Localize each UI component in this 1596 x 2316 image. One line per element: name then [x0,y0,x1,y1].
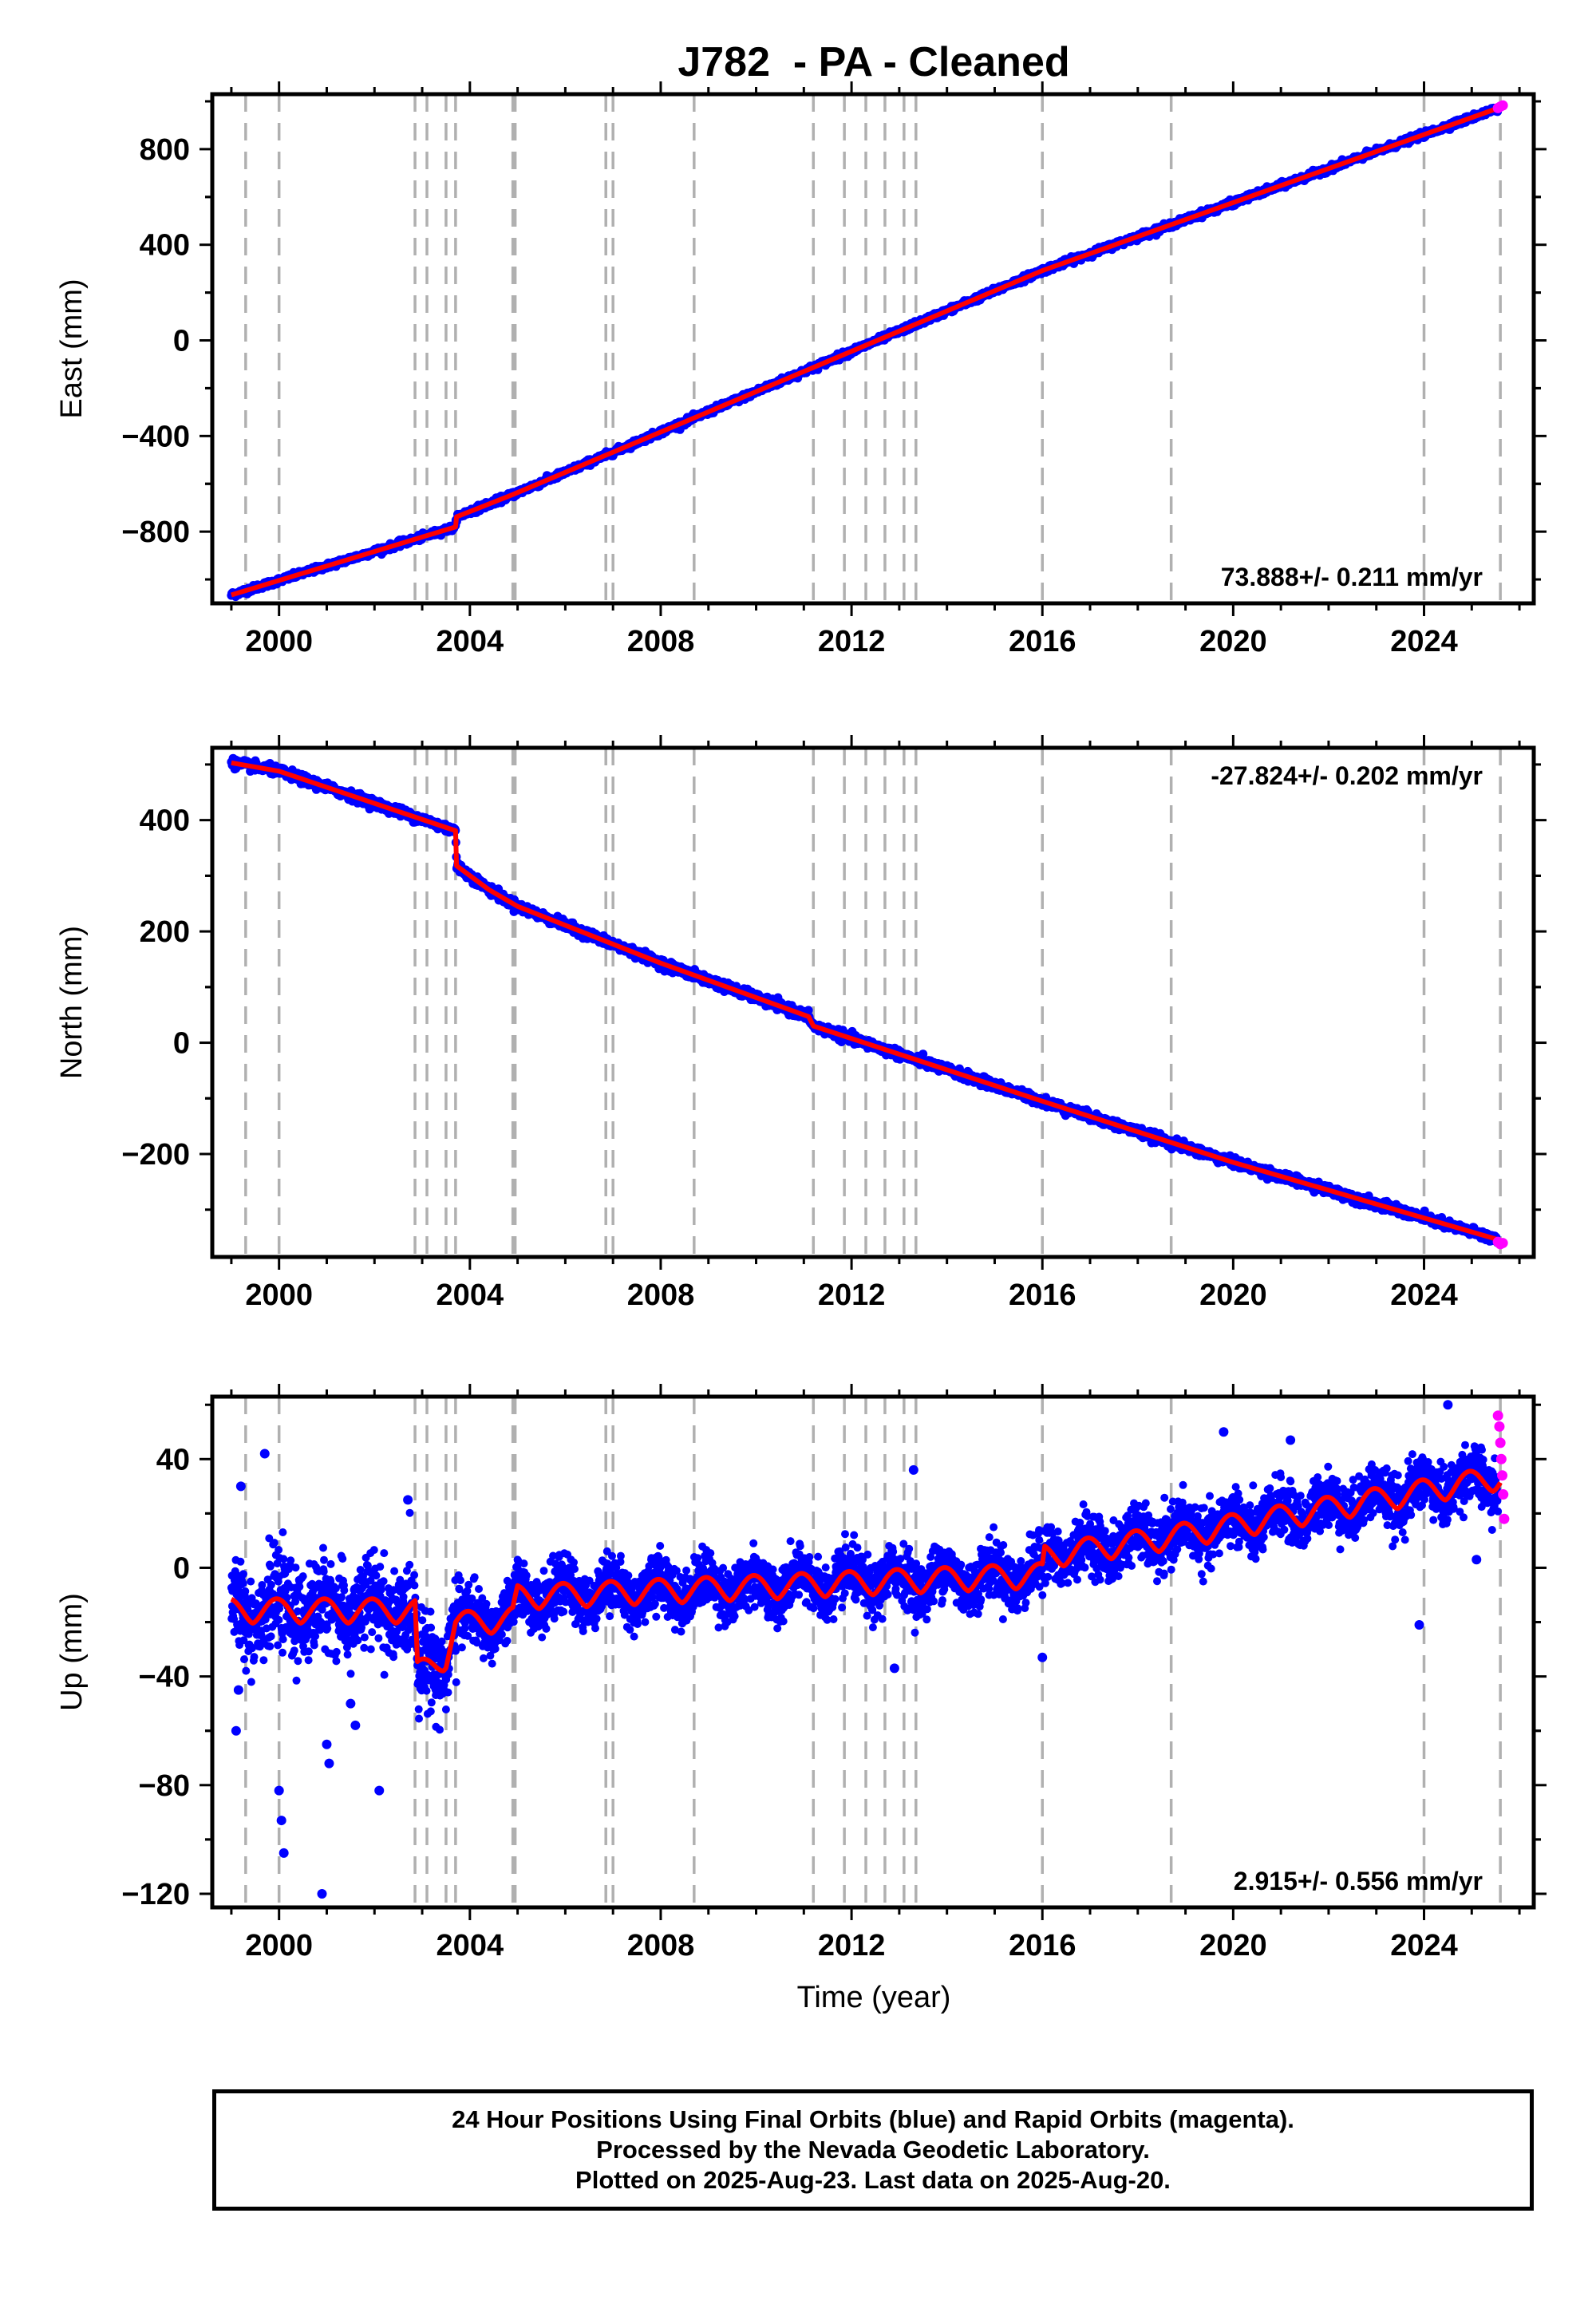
plot-area-east [227,94,1508,603]
panel-north: 2000 2004 2008 2012 2016 2020 2024−2000200400N… [55,735,1547,1312]
x-tick-label: 2020 [1199,625,1267,658]
x-tick-label: 2016 [1009,625,1077,658]
model-line-east [231,105,1502,598]
rate-annotation: 73.888+/- 0.211 mm/yr [1221,563,1483,591]
rapid-orbit-point [1497,100,1508,111]
final-orbit-points-east [227,103,1503,602]
y-tick-label: 400 [140,229,190,263]
panel-east: 2000 2004 2008 2012 2016 2020 2024 −800 −400 0 400… [55,81,1547,658]
x-tick-label: 2000 [245,625,313,658]
plot-frame-east [210,92,1536,606]
plot-area-north [227,748,1508,1257]
x-tick-label: 2012 [818,625,886,658]
y-axis-label: East (mm) [55,279,89,418]
y-tick-label: −400 [121,420,190,453]
chart-title: J782 - PA - Cleaned [678,39,1069,85]
y-tick-label: 0 [173,325,190,358]
data-point [918,1049,928,1059]
x-tick-label: 2024 [1390,625,1458,658]
final-orbit-points-north [227,753,1503,1247]
y-tick-label: −800 [121,516,190,549]
data-point [804,1006,813,1015]
x-tick-label: 2008 [627,625,695,658]
x-tick-label: 2004 [437,625,504,658]
y-tick-label: 800 [140,133,190,167]
